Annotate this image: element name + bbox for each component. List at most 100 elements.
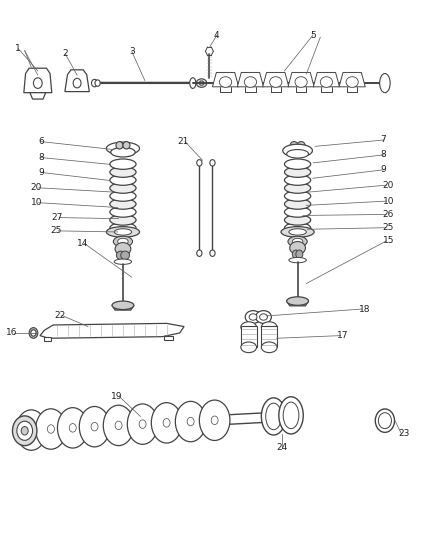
- Ellipse shape: [285, 191, 311, 201]
- Ellipse shape: [219, 77, 232, 87]
- Ellipse shape: [110, 159, 136, 169]
- Circle shape: [73, 78, 81, 88]
- Ellipse shape: [292, 250, 299, 259]
- Text: 6: 6: [39, 137, 44, 146]
- Polygon shape: [164, 336, 173, 340]
- Ellipse shape: [123, 142, 130, 149]
- Ellipse shape: [287, 150, 308, 158]
- Polygon shape: [24, 68, 52, 93]
- Polygon shape: [288, 72, 314, 87]
- Circle shape: [21, 426, 28, 435]
- Ellipse shape: [256, 311, 272, 324]
- Bar: [261, 326, 277, 348]
- Text: 23: 23: [398, 430, 410, 439]
- Circle shape: [139, 420, 146, 429]
- Ellipse shape: [346, 77, 358, 87]
- Ellipse shape: [285, 215, 311, 225]
- Ellipse shape: [320, 77, 332, 87]
- Polygon shape: [112, 305, 134, 310]
- Ellipse shape: [111, 148, 135, 157]
- Text: 17: 17: [337, 331, 348, 340]
- Text: 14: 14: [77, 239, 88, 248]
- Ellipse shape: [199, 400, 230, 440]
- Text: 9: 9: [39, 168, 44, 177]
- Ellipse shape: [285, 183, 311, 193]
- Ellipse shape: [199, 81, 204, 85]
- Text: 25: 25: [383, 223, 394, 232]
- Ellipse shape: [281, 227, 314, 237]
- Text: 1: 1: [15, 44, 21, 53]
- Circle shape: [17, 421, 32, 440]
- Circle shape: [211, 416, 218, 424]
- Polygon shape: [212, 72, 239, 87]
- Ellipse shape: [175, 401, 206, 442]
- Ellipse shape: [196, 79, 207, 87]
- Polygon shape: [65, 70, 89, 92]
- Text: 20: 20: [31, 183, 42, 192]
- Ellipse shape: [110, 223, 136, 233]
- Ellipse shape: [103, 405, 134, 446]
- Ellipse shape: [290, 142, 298, 149]
- Text: 15: 15: [383, 237, 394, 246]
- Ellipse shape: [127, 404, 158, 445]
- Text: 16: 16: [6, 328, 17, 337]
- Polygon shape: [263, 72, 289, 87]
- Ellipse shape: [110, 191, 136, 201]
- Ellipse shape: [110, 167, 136, 177]
- Ellipse shape: [285, 167, 311, 177]
- Circle shape: [163, 418, 170, 427]
- Ellipse shape: [244, 77, 257, 87]
- Text: 3: 3: [129, 47, 134, 55]
- Ellipse shape: [106, 142, 140, 155]
- Ellipse shape: [261, 398, 286, 435]
- Ellipse shape: [114, 229, 132, 235]
- Ellipse shape: [115, 243, 131, 255]
- Ellipse shape: [283, 144, 312, 157]
- Text: 27: 27: [52, 213, 63, 222]
- Ellipse shape: [151, 402, 182, 443]
- Ellipse shape: [297, 142, 305, 149]
- Circle shape: [31, 330, 36, 336]
- Polygon shape: [237, 72, 264, 87]
- Ellipse shape: [261, 322, 277, 333]
- Ellipse shape: [110, 215, 136, 225]
- Ellipse shape: [270, 77, 282, 87]
- Ellipse shape: [283, 402, 299, 429]
- Ellipse shape: [110, 199, 136, 209]
- Circle shape: [47, 425, 54, 433]
- Text: 26: 26: [383, 210, 394, 219]
- Ellipse shape: [106, 227, 140, 237]
- Circle shape: [210, 160, 215, 166]
- Ellipse shape: [16, 410, 46, 450]
- Text: 10: 10: [383, 197, 394, 206]
- Polygon shape: [339, 72, 365, 87]
- Circle shape: [33, 78, 42, 88]
- Ellipse shape: [112, 301, 134, 310]
- Ellipse shape: [110, 183, 136, 193]
- Ellipse shape: [113, 236, 133, 247]
- Ellipse shape: [249, 314, 257, 320]
- Circle shape: [29, 328, 38, 338]
- Ellipse shape: [110, 175, 136, 185]
- Ellipse shape: [190, 78, 196, 88]
- Circle shape: [92, 79, 98, 87]
- Circle shape: [69, 424, 76, 432]
- Ellipse shape: [285, 207, 311, 217]
- Circle shape: [197, 160, 202, 166]
- Ellipse shape: [114, 259, 132, 264]
- Text: 19: 19: [111, 392, 123, 401]
- Text: 7: 7: [381, 135, 386, 144]
- Polygon shape: [44, 337, 51, 341]
- Bar: [241, 326, 257, 348]
- Ellipse shape: [288, 236, 307, 247]
- Text: 22: 22: [54, 311, 65, 320]
- Ellipse shape: [289, 229, 306, 235]
- Ellipse shape: [110, 207, 136, 217]
- Ellipse shape: [260, 314, 268, 320]
- Text: 20: 20: [383, 181, 394, 190]
- Ellipse shape: [57, 408, 88, 448]
- Text: 21: 21: [177, 137, 188, 146]
- Polygon shape: [287, 301, 308, 306]
- Polygon shape: [40, 324, 184, 338]
- Text: 4: 4: [214, 31, 219, 40]
